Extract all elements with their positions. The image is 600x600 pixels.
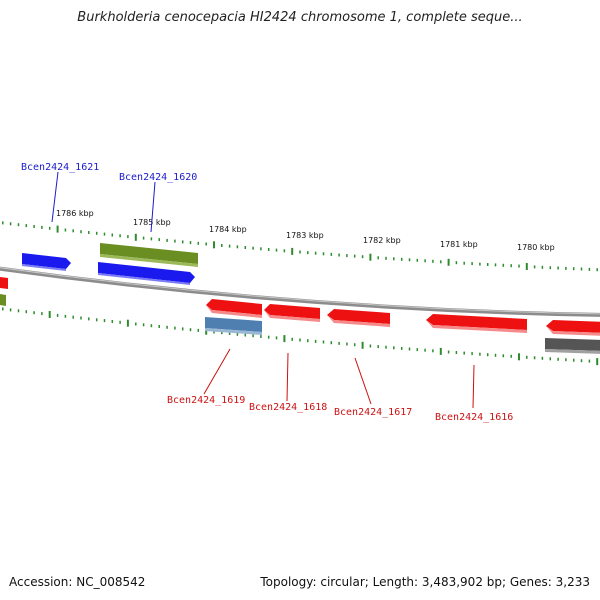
tick-label-1781: 1781 kbp — [440, 240, 478, 249]
gene-red-right-edge[interactable] — [546, 320, 600, 333]
connector-1616 — [472, 364, 475, 409]
gene-green-left-edge[interactable] — [0, 294, 6, 306]
gene-steel-reverse[interactable] — [205, 317, 262, 332]
gene-bcen2424-1616-shade — [426, 320, 527, 333]
gene-blue-forward-2-shade — [98, 273, 190, 285]
genome-summary: Topology: circular; Length: 3,483,902 bp… — [260, 575, 590, 589]
reverse-genes — [205, 299, 600, 354]
gene-label-1618[interactable]: Bcen2424_1618 — [249, 402, 327, 413]
gene-label-1616[interactable]: Bcen2424_1616 — [435, 412, 513, 423]
gene-bcen2424-1621-shade — [22, 264, 66, 271]
connector-1618 — [286, 352, 289, 402]
gene-bcen2424-1617-shade — [327, 315, 390, 327]
tick-label-1783: 1783 kbp — [286, 231, 324, 240]
gene-label-1619[interactable]: Bcen2424_1619 — [167, 395, 245, 406]
gene-labels: Bcen2424_1621 Bcen2424_1620 Bcen2424_161… — [21, 162, 513, 423]
connector-1620 — [150, 181, 156, 233]
gene-bcen2424-1617[interactable] — [327, 309, 390, 324]
label-connectors — [51, 171, 475, 409]
connector-1621 — [51, 171, 59, 223]
gene-bcen2424-1619[interactable] — [206, 299, 262, 315]
forward-genes — [0, 243, 198, 306]
tick-labels: 1786 kbp 1785 kbp 1784 kbp 1783 kbp 1782… — [56, 209, 555, 252]
tick-label-1782: 1782 kbp — [363, 236, 401, 245]
tick-label-1784: 1784 kbp — [209, 225, 247, 234]
gene-label-1620[interactable]: Bcen2424_1620 — [119, 172, 197, 183]
gene-gray-right-edge-shade — [545, 349, 600, 354]
gene-red-right-edge-shade — [546, 326, 600, 336]
gene-blue-forward-2[interactable] — [98, 262, 195, 283]
gene-bcen2424-1619-shade — [206, 305, 262, 318]
gene-gray-right-edge[interactable] — [545, 338, 600, 351]
gene-bcen2424-1621[interactable] — [22, 253, 71, 269]
tick-label-1786: 1786 kbp — [56, 209, 94, 218]
accession-label: Accession: NC_008542 — [9, 575, 146, 589]
gene-bcen2424-1618[interactable] — [264, 304, 320, 319]
lower-tick-track — [2, 307, 599, 366]
connector-1617 — [354, 357, 372, 405]
tick-label-1780: 1780 kbp — [517, 243, 555, 252]
chromosome-backbone-highlight — [0, 267, 600, 315]
page-title: Burkholderia cenocepacia HI2424 chromoso… — [77, 10, 523, 25]
chromosome-backbone — [0, 266, 600, 317]
gene-red-left-edge[interactable] — [0, 277, 8, 289]
gene-bcen2424-1620[interactable] — [100, 243, 198, 264]
gene-bcen2424-1618-shade — [264, 310, 320, 322]
gene-steel-reverse-shade — [205, 328, 262, 335]
gene-label-1617[interactable]: Bcen2424_1617 — [334, 407, 412, 418]
gene-bcen2424-1620-shade — [100, 254, 198, 267]
gene-label-1621[interactable]: Bcen2424_1621 — [21, 162, 99, 173]
upper-tick-track — [2, 221, 598, 272]
connector-1619 — [203, 348, 231, 395]
gene-bcen2424-1616[interactable] — [426, 314, 527, 330]
